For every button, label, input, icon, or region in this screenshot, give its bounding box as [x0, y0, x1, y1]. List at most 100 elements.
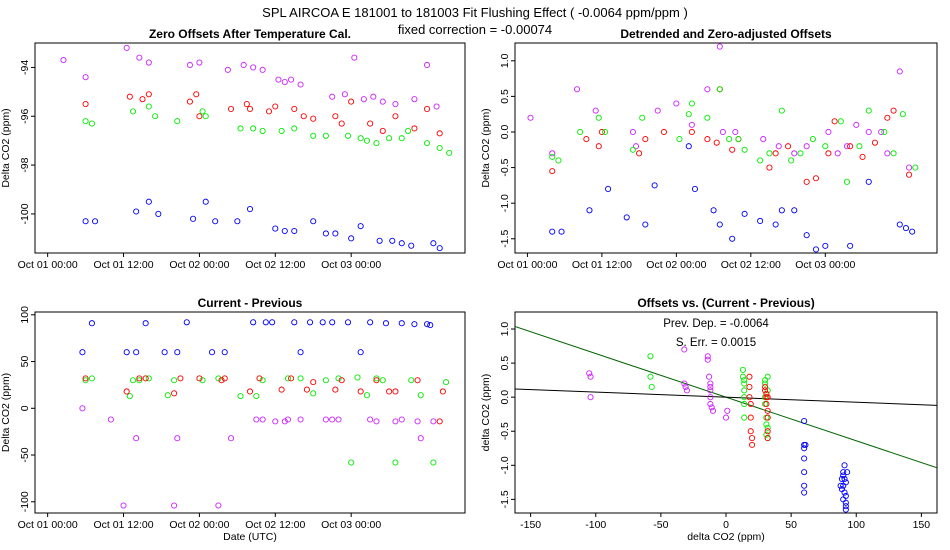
data-point-magenta [884, 150, 891, 157]
y-axis-label: Delta CO2 (ppm) [0, 373, 12, 452]
x-tick-label: Oct 01 00:00 [18, 519, 78, 531]
data-point-blue [841, 462, 848, 469]
data-point-magenta [587, 394, 594, 401]
data-point-green [253, 393, 260, 400]
data-point-green [291, 125, 298, 132]
data-point-green [766, 150, 773, 157]
data-point-magenta [215, 502, 222, 509]
data-point-blue [357, 223, 364, 230]
data-point-green [577, 128, 584, 136]
data-point-magenta [136, 54, 143, 61]
data-point-blue [246, 205, 254, 213]
data-point-red [748, 435, 756, 442]
data-point-green [741, 414, 748, 421]
x-tick-label: Oct 02 00:00 [646, 259, 706, 268]
data-point-green [865, 107, 872, 114]
data-point-green [676, 136, 683, 143]
data-point-magenta [716, 43, 723, 50]
data-point-magenta [224, 66, 231, 73]
data-point-blue [133, 349, 140, 356]
data-point-magenta [708, 404, 715, 411]
series-red [82, 91, 443, 137]
x-tick-label: 150 [913, 519, 931, 531]
series-magenta [60, 44, 440, 110]
data-point-red [136, 375, 143, 382]
data-point-blue [549, 228, 556, 235]
y-tick-label: -100 [19, 203, 31, 224]
data-point-red [642, 136, 649, 143]
data-point-blue [329, 319, 336, 326]
y-tick-label: 0 [19, 405, 31, 411]
y-axis-label: delta CO2 (ppm) [480, 374, 492, 452]
x-tick-label: Oct 02 12:00 [245, 519, 305, 531]
data-point-magenta [707, 380, 714, 387]
data-point-magenta [60, 57, 67, 64]
data-point-green [739, 366, 746, 373]
data-point-blue [174, 349, 181, 356]
data-point-green [739, 373, 746, 380]
data-point-green [843, 178, 851, 185]
data-point-red [847, 143, 854, 150]
data-point-magenta [706, 373, 713, 380]
data-point-red [411, 125, 418, 132]
data-point-red [704, 136, 711, 143]
data-point-green [259, 127, 266, 134]
annotation-text: Prev. Dep. = -0.0064 [663, 318, 769, 330]
data-point-blue [772, 221, 779, 228]
x-tick-label: Oct 01 00:00 [18, 259, 78, 268]
data-point-blue [382, 320, 390, 327]
data-point-blue [389, 237, 396, 244]
data-point-red [762, 387, 769, 394]
data-point-green [899, 111, 906, 118]
data-point-green [436, 144, 443, 152]
data-point-red [746, 394, 753, 401]
data-point-magenta [107, 416, 114, 423]
data-point-green [129, 377, 137, 384]
data-point-red [243, 100, 250, 108]
data-point-green [856, 143, 863, 150]
data-point-blue [307, 319, 314, 326]
data-point-red [332, 113, 339, 120]
data-point-blue [710, 207, 717, 214]
data-point-green [595, 114, 602, 121]
data-point-blue [322, 230, 329, 237]
data-point-red [379, 127, 386, 134]
data-point-blue [142, 320, 149, 327]
data-point-magenta [704, 86, 711, 93]
x-axis-label: Date (UTC) [223, 531, 277, 543]
data-point-red [825, 150, 832, 157]
data-point-green [310, 390, 317, 397]
data-point-magenta [171, 502, 178, 509]
data-point-red [884, 114, 891, 121]
y-tick-label: -1.5 [499, 490, 511, 508]
data-point-red [392, 388, 399, 395]
data-point-magenta [803, 143, 810, 150]
data-point-green [837, 118, 844, 125]
chart-current-previous: Current - Previous Oct 01 00:00 Oct 01 12:… [0, 296, 466, 543]
data-point-magenta [688, 121, 695, 128]
x-tick-label: Oct 01 12:00 [572, 259, 632, 268]
data-point-green [215, 375, 222, 382]
x-tick-label: Oct 02 12:00 [721, 259, 781, 268]
data-point-red [748, 441, 756, 448]
data-point-blue [642, 221, 649, 228]
data-point-blue [801, 417, 808, 425]
data-point-magenta [392, 100, 399, 108]
data-point-magenta [433, 103, 440, 110]
data-point-magenta [896, 68, 903, 75]
series-magenta [527, 43, 913, 171]
data-point-red [636, 150, 643, 157]
data-point-red [549, 168, 556, 175]
y-tick-label: 50 [19, 356, 31, 368]
data-point-blue [269, 319, 276, 326]
data-point-green [763, 421, 770, 428]
data-point-blue [92, 218, 99, 225]
data-point-magenta [704, 356, 711, 363]
x-tick-label: Oct 01 00:00 [497, 259, 557, 268]
data-point-magenta [196, 59, 203, 66]
data-point-magenta [360, 96, 367, 103]
data-point-blue [348, 235, 355, 242]
data-point-blue [209, 349, 216, 356]
y-tick-label: -96 [19, 109, 31, 124]
data-point-red [139, 96, 146, 103]
